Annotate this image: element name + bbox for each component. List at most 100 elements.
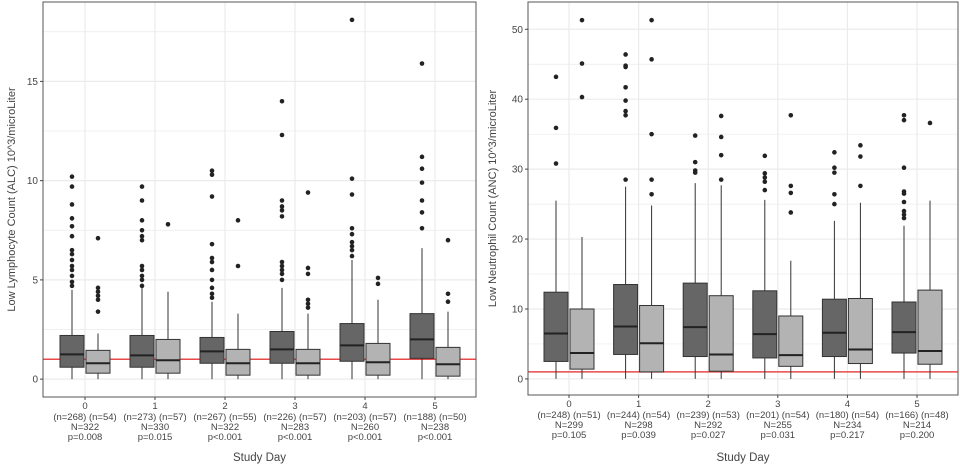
x-tick-label: 2 [222, 401, 227, 412]
total-count-label: N=234 [833, 420, 861, 431]
outlier-point [95, 289, 101, 295]
outlier-point [95, 293, 101, 299]
total-count-label: N=238 [421, 422, 449, 433]
outlier-point [305, 305, 311, 310]
outlier-point [832, 165, 837, 171]
box-day-5-group-1 [917, 120, 943, 379]
group-count-label: (n=268) (n=54) [53, 412, 116, 423]
outlier-point [209, 172, 215, 177]
outlier-point [349, 176, 355, 181]
outlier-point [279, 267, 285, 273]
outlier-point [375, 281, 381, 287]
plot-border [42, 1, 477, 398]
outlier-point [165, 222, 171, 227]
box-day-4-group-0 [821, 150, 847, 379]
box [891, 301, 917, 354]
y-tick-label: 50 [512, 25, 524, 36]
outlier-point [139, 283, 145, 289]
outlier-point [762, 175, 768, 180]
outlier-point [69, 202, 75, 207]
p-value-label: p=0.105 [552, 430, 587, 441]
outlier-point [349, 247, 355, 253]
outlier-point [649, 192, 654, 197]
p-value-label: p=0.027 [691, 430, 726, 441]
outlier-point [279, 132, 285, 138]
group-count-label: (n=201) (n=54) [746, 410, 809, 421]
outlier-point [95, 285, 101, 291]
x-tick-label: 4 [845, 399, 850, 410]
box-day-1-group-0 [129, 184, 155, 380]
outlier-point [832, 150, 837, 155]
box [543, 291, 569, 362]
outlier-point [139, 227, 145, 233]
outlier-point [279, 271, 285, 277]
box-day-5-group-0 [409, 61, 435, 380]
y-tick-label: 40 [512, 95, 524, 106]
box [847, 297, 873, 365]
outlier-point [305, 190, 311, 195]
outlier-point [95, 235, 101, 241]
outlier-point [718, 152, 724, 158]
outlier-point [419, 166, 425, 172]
outlier-point [349, 253, 355, 259]
p-value-label: p=0.031 [760, 430, 795, 441]
outlier-point [139, 184, 145, 189]
box-day-1-group-1 [639, 17, 665, 379]
group-count-label: (n=239) (n=53) [677, 410, 740, 421]
x-tick-label: 0 [82, 401, 87, 412]
outlier-point [623, 108, 628, 114]
outlier-point [579, 17, 585, 23]
outlier-point [209, 285, 215, 291]
box [639, 304, 665, 373]
outlier-point [69, 174, 75, 179]
outlier-point [419, 210, 425, 215]
outlier-point [579, 94, 585, 100]
outlier-point [235, 218, 241, 223]
group-count-label: (n=188) (n=50) [403, 412, 466, 423]
x-axis-title: Study Day [233, 452, 286, 464]
outlier-point [901, 117, 907, 123]
box-day-5-group-1 [435, 237, 461, 380]
total-count-label: N=255 [764, 420, 792, 431]
outlier-point [139, 273, 145, 279]
box [339, 323, 365, 362]
outlier-point [349, 243, 355, 249]
y-tick-label: 30 [512, 165, 524, 176]
y-tick-label: 0 [517, 374, 523, 385]
box [435, 346, 461, 377]
outlier-point [623, 112, 628, 118]
total-count-label: N=299 [555, 420, 583, 431]
total-count-label: N=214 [903, 420, 931, 431]
outlier-point [718, 177, 724, 182]
outlier-point [349, 225, 355, 231]
outlier-point [279, 259, 285, 265]
y-axis-title: Low Lymphocyte Count (ALC) 10^3/microLit… [6, 87, 18, 312]
outlier-point [279, 263, 285, 269]
box-day-3-group-1 [778, 112, 804, 379]
outlier-point [649, 57, 654, 62]
box [155, 338, 181, 374]
y-tick-label: 10 [27, 176, 39, 187]
outlier-point [139, 233, 145, 239]
outlier-point [69, 273, 75, 279]
y-tick-label: 15 [27, 77, 39, 88]
outlier-point [279, 98, 285, 104]
p-value-label: p<0.001 [278, 432, 313, 443]
box-day-1-group-0 [613, 52, 639, 379]
outlier-point [788, 190, 794, 196]
outlier-point [788, 112, 794, 118]
outlier-point [445, 237, 451, 243]
group-count-label: (n=226) (n=57) [263, 412, 326, 423]
outlier-point [69, 251, 75, 257]
box-day-4-group-1 [847, 143, 873, 379]
outlier-point [419, 180, 425, 185]
outlier-point [832, 201, 837, 207]
outlier-point [279, 214, 285, 219]
outlier-point [553, 161, 559, 166]
box-day-2-group-0 [682, 133, 708, 379]
outlier-point [762, 187, 768, 193]
box [269, 330, 295, 364]
outlier-point [235, 263, 241, 269]
outlier-point [623, 177, 628, 182]
